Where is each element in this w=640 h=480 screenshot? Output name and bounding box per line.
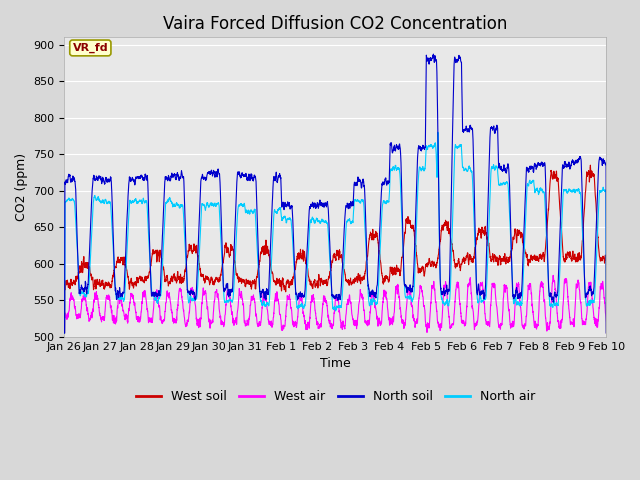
Title: Vaira Forced Diffusion CO2 Concentration: Vaira Forced Diffusion CO2 Concentration	[163, 15, 508, 33]
Legend: West soil, West air, North soil, North air: West soil, West air, North soil, North a…	[131, 385, 540, 408]
X-axis label: Time: Time	[320, 357, 351, 370]
Text: VR_fd: VR_fd	[72, 43, 108, 53]
Y-axis label: CO2 (ppm): CO2 (ppm)	[15, 153, 28, 221]
